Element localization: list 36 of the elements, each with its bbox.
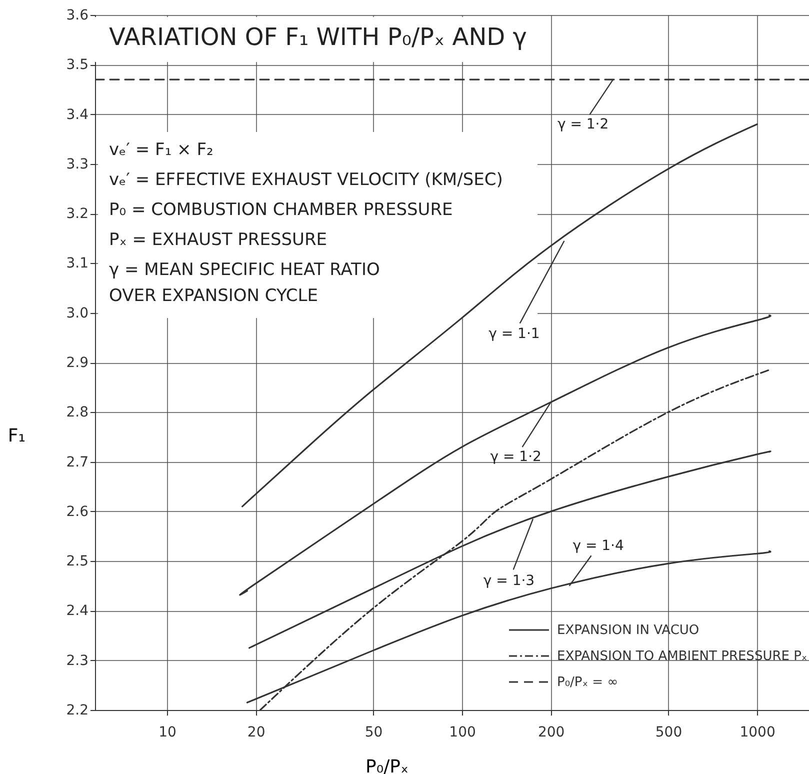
x-tick-label: 50	[364, 724, 383, 740]
y-tick-label: 2.6	[66, 504, 89, 520]
annotation: γ = 1·1	[488, 326, 540, 342]
y-tick-label: 3.2	[66, 206, 88, 222]
annotation: γ = 1·2	[557, 116, 609, 133]
y-tick-label: 2.4	[66, 603, 89, 620]
x-tick-label: 500	[655, 724, 682, 740]
annotation: vₑ′ = F₁ × F₂	[109, 140, 214, 160]
x-tick-label: 20	[247, 724, 266, 740]
y-tick-label: 2.3	[66, 652, 88, 669]
y-tick-label: 2.7	[66, 454, 88, 470]
y-tick-label: 3.0	[66, 305, 88, 322]
x-axis-title: P₀/Pₓ	[366, 756, 408, 774]
y-tick-label: 3.1	[66, 256, 88, 272]
y-tick-label: 3.5	[66, 57, 88, 74]
y-axis-title: F₁	[8, 426, 26, 446]
x-tick-label: 10	[158, 724, 176, 740]
x-tick-label: 1000	[740, 724, 776, 740]
y-tick-label: 2.5	[66, 554, 88, 570]
annotation: γ = 1·4	[572, 538, 624, 554]
legend-label: P₀/Pₓ = ∞	[557, 675, 618, 690]
annotation: P₀ = COMBUSTION CHAMBER PRESSURE	[109, 200, 453, 220]
y-tick-label: 3.6	[66, 8, 89, 24]
y-tick-label: 3.4	[66, 106, 89, 123]
x-tick-label: 100	[449, 724, 476, 740]
chart-title: VARIATION OF F₁ WITH P₀/Pₓ AND γ	[109, 23, 527, 51]
y-tick-label: 2.8	[66, 404, 88, 421]
annotation: γ = MEAN SPECIFIC HEAT RATIO OVER EXPANSION CYCLE	[109, 260, 380, 306]
x-tick-label: 200	[538, 724, 565, 740]
annotation: Pₓ = EXHAUST PRESSURE	[109, 230, 328, 250]
annotation: γ = 1·2	[490, 449, 542, 466]
annotation: vₑ′ = EFFECTIVE EXHAUST VELOCITY (KM/SEC)	[109, 170, 503, 190]
y-tick-label: 2.2	[66, 702, 88, 718]
annotation: γ = 1·3	[483, 572, 535, 589]
y-tick-label: 2.9	[66, 355, 88, 371]
y-tick-label: 3.3	[66, 156, 88, 172]
